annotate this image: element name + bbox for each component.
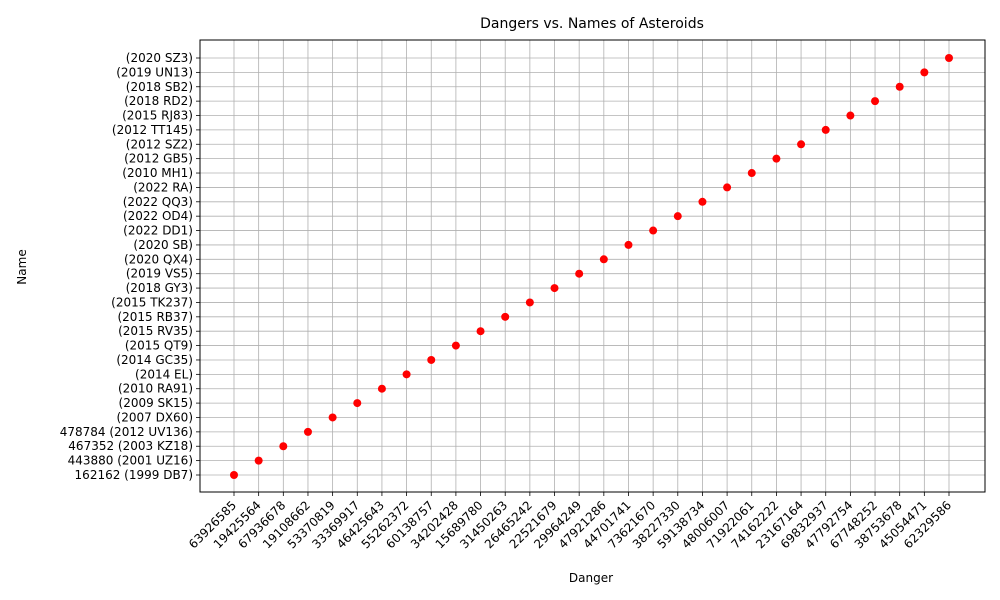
grid (200, 40, 985, 492)
y-tick-label: (2020 SZ3) (126, 51, 193, 65)
y-axis-label: Name (15, 249, 29, 284)
data-point (230, 471, 238, 479)
y-tick-label: (2022 QQ3) (123, 195, 193, 209)
data-point (427, 355, 436, 364)
y-tick-label: (2020 QX4) (124, 252, 193, 266)
y-tick-label: (2022 OD4) (123, 209, 193, 223)
data-point (871, 97, 880, 106)
y-tick-label: (2015 RB37) (117, 310, 193, 324)
data-point (303, 427, 312, 436)
y-tick-label: (2010 RA91) (118, 382, 193, 396)
y-tick-label: (2018 GY3) (126, 281, 193, 295)
data-point (747, 169, 756, 178)
data-point (624, 240, 633, 249)
data-point (353, 399, 362, 408)
y-tick-label: (2015 RJ83) (122, 109, 193, 123)
data-point (797, 140, 806, 149)
y-tick-label: (2018 RD2) (124, 94, 193, 108)
y-tick-label: (2020 SB) (133, 238, 193, 252)
data-point (772, 154, 781, 163)
data-point (599, 255, 608, 264)
y-tick-label: (2019 UN13) (116, 65, 193, 79)
ticks (196, 57, 950, 496)
y-tick-label: (2022 RA) (133, 180, 193, 194)
y-tick-label: (2015 RV35) (118, 324, 193, 338)
y-tick-label: 467352 (2003 KZ18) (68, 439, 193, 453)
y-tick-label: (2012 TT145) (112, 123, 193, 137)
y-tick-label: 478784 (2012 UV136) (60, 425, 193, 439)
y-tick-label: (2015 TK237) (111, 295, 193, 309)
data-point (895, 82, 904, 91)
data-point (673, 212, 682, 221)
data-point (451, 341, 460, 350)
y-tick-label: (2014 GC35) (116, 353, 193, 367)
x-tick-labels: 6392658519425564679366781910866253370819… (186, 498, 954, 551)
data-point (698, 197, 707, 206)
x-axis-label: Danger (569, 571, 613, 585)
y-tick-label: (2009 SK15) (119, 396, 193, 410)
data-point (649, 226, 658, 235)
y-tick-label: (2022 DD1) (123, 224, 193, 238)
y-tick-label: (2019 VS5) (126, 267, 193, 281)
data-point (377, 384, 386, 393)
data-point (723, 183, 732, 192)
data-point (254, 456, 263, 465)
data-point (945, 54, 953, 62)
y-tick-label: (2018 SB2) (126, 80, 193, 94)
y-tick-label: (2012 SZ2) (126, 137, 193, 151)
y-tick-label: (2007 DX60) (117, 410, 193, 424)
y-tick-labels: 162162 (1999 DB7)443880 (2001 UZ16)46735… (60, 51, 193, 482)
data-point (575, 269, 584, 278)
data-point (328, 413, 337, 422)
data-points (230, 54, 953, 479)
chart-title: Dangers vs. Names of Asteroids (480, 16, 704, 32)
y-tick-label: 162162 (1999 DB7) (75, 468, 193, 482)
data-point (525, 298, 534, 307)
data-point (550, 284, 559, 293)
y-tick-label: (2012 GB5) (124, 152, 193, 166)
y-tick-label: 443880 (2001 UZ16) (68, 454, 193, 468)
data-point (821, 125, 830, 134)
data-point (476, 327, 485, 336)
data-point (402, 370, 411, 379)
y-tick-label: (2015 QT9) (125, 339, 193, 353)
data-point (279, 442, 288, 451)
data-point (846, 111, 855, 120)
data-point (501, 312, 510, 321)
plot-frame (199, 39, 986, 493)
y-tick-label: (2014 EL) (135, 367, 193, 381)
data-point (920, 68, 929, 77)
y-tick-label: (2010 MH1) (122, 166, 193, 180)
